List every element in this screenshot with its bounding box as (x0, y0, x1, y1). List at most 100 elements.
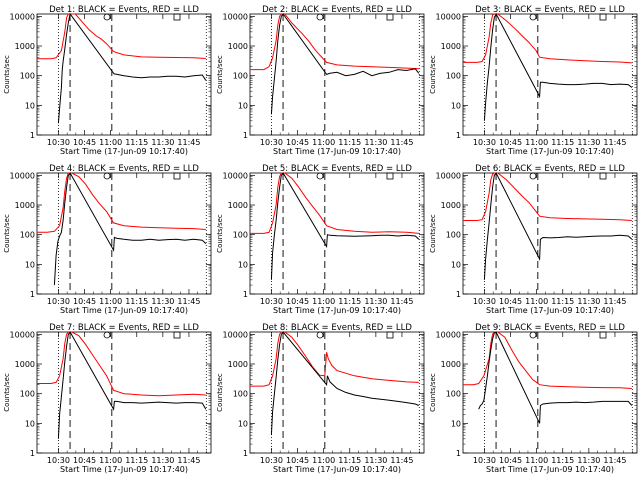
x-tick-label: 11:00 (99, 456, 122, 465)
series-line-lld (37, 172, 206, 233)
series-line-lld (463, 331, 632, 389)
x-tick-label: 10:30 (473, 456, 496, 465)
y-tick-label: 1000 (228, 42, 248, 51)
circle-marker (529, 331, 537, 339)
x-tick-label: 11:45 (177, 138, 200, 147)
x-tick-label: 11:00 (525, 138, 548, 147)
x-tick-label: 11:45 (390, 297, 413, 306)
x-tick-label: 11:00 (312, 138, 335, 147)
plot-frame (249, 172, 425, 295)
x-tick-label: 11:30 (364, 456, 387, 465)
series-line-lld (250, 13, 419, 71)
y-tick-label: 10 (451, 419, 461, 428)
x-axis-label: Start Time (17-Jun-09 10:17:40) (60, 465, 188, 474)
series-line-lld (250, 172, 419, 234)
y-tick-label: 10000 (223, 171, 248, 180)
circle-marker (529, 172, 537, 180)
x-tick-label: 11:30 (151, 297, 174, 306)
y-tick-label: 1000 (441, 201, 461, 210)
y-tick-label: 10 (25, 260, 35, 269)
square-marker (599, 13, 607, 21)
x-tick-label: 11:15 (338, 138, 361, 147)
x-tick-label: 11:30 (151, 456, 174, 465)
series-line-events (483, 12, 633, 121)
detector-panel-6: 1 10 100 1000 10000 10:30 10:45 11:00 11:15 11:30… (429, 164, 638, 315)
series-line-lld (463, 172, 632, 221)
x-tick-label: 11:15 (551, 138, 574, 147)
x-tick-label: 10:30 (473, 297, 496, 306)
x-tick-label: 11:45 (603, 138, 626, 147)
x-axis-label: Start Time (17-Jun-09 10:17:40) (486, 306, 614, 315)
panel-title: Det 7: BLACK = Events, RED = LLD (49, 323, 199, 333)
x-tick-label: 10:45 (499, 138, 522, 147)
y-tick-label: 10000 (10, 171, 35, 180)
plot-frame (462, 331, 638, 454)
circle-marker (103, 331, 111, 339)
x-tick-label: 11:30 (577, 138, 600, 147)
x-axis-label: Start Time (17-Jun-09 10:17:40) (60, 147, 188, 156)
y-tick-label: 1000 (441, 42, 461, 51)
detector-panel-5: 1 10 100 1000 10000 10:30 10:45 11:00 11:15 11:30… (216, 164, 425, 315)
plot-frame (249, 13, 425, 136)
square-marker (386, 172, 394, 180)
panel-title: Det 3: BLACK = Events, RED = LLD (475, 5, 625, 15)
y-axis-label: Counts/sec (3, 214, 11, 253)
y-tick-label: 1 (30, 449, 35, 458)
y-tick-label: 1 (30, 131, 35, 140)
x-tick-label: 11:00 (99, 297, 122, 306)
x-axis-label: Start Time (17-Jun-09 10:17:40) (273, 147, 401, 156)
x-tick-label: 10:45 (73, 456, 96, 465)
series-line-events (270, 172, 420, 280)
y-tick-label: 100 (446, 231, 461, 240)
y-tick-label: 10 (451, 101, 461, 110)
y-tick-label: 1000 (228, 201, 248, 210)
panel-title: Det 1: BLACK = Events, RED = LLD (49, 5, 199, 15)
y-tick-label: 10 (451, 260, 461, 269)
x-tick-label: 11:45 (603, 297, 626, 306)
y-tick-label: 10 (238, 101, 248, 110)
x-tick-label: 11:45 (390, 138, 413, 147)
x-tick-label: 10:30 (260, 297, 283, 306)
x-tick-label: 10:45 (73, 138, 96, 147)
panel-title: Det 2: BLACK = Events, RED = LLD (262, 5, 412, 15)
x-tick-label: 11:45 (177, 297, 200, 306)
series-line-events (53, 172, 207, 286)
y-tick-label: 10000 (10, 330, 35, 339)
plot-frame (249, 331, 425, 454)
y-tick-label: 1 (243, 449, 248, 458)
y-axis-label: Counts/sec (3, 373, 11, 412)
x-tick-label: 11:15 (338, 456, 361, 465)
x-tick-label: 10:45 (286, 138, 309, 147)
panel-title: Det 9: BLACK = Events, RED = LLD (475, 323, 625, 333)
y-axis-label: Counts/sec (3, 55, 11, 94)
panel-title: Det 6: BLACK = Events, RED = LLD (475, 164, 625, 174)
x-tick-label: 10:45 (499, 297, 522, 306)
x-tick-label: 11:15 (125, 456, 148, 465)
series-line-lld (463, 13, 632, 64)
x-tick-label: 10:45 (286, 456, 309, 465)
x-tick-label: 11:15 (551, 297, 574, 306)
detector-panel-7: 1 10 100 1000 10000 10:30 10:45 11:00 11:15 11:30… (3, 323, 212, 474)
y-tick-label: 1000 (15, 42, 35, 51)
x-tick-label: 10:30 (260, 138, 283, 147)
y-tick-label: 10000 (223, 12, 248, 21)
y-tick-label: 1 (456, 131, 461, 140)
y-tick-label: 100 (20, 231, 35, 240)
y-tick-label: 10000 (436, 330, 461, 339)
detector-panel-4: 1 10 100 1000 10000 10:30 10:45 11:00 11:15 11:30… (3, 164, 212, 315)
x-axis-label: Start Time (17-Jun-09 10:17:40) (273, 465, 401, 474)
square-marker (386, 331, 394, 339)
square-marker (599, 331, 607, 339)
y-axis-label: Counts/sec (216, 214, 224, 253)
x-tick-label: 10:30 (473, 138, 496, 147)
x-tick-label: 10:30 (47, 456, 70, 465)
x-tick-label: 11:30 (364, 297, 387, 306)
circle-marker (316, 331, 324, 339)
y-tick-label: 10000 (10, 12, 35, 21)
series-line-events (270, 331, 419, 436)
x-tick-label: 11:15 (125, 138, 148, 147)
y-tick-label: 1000 (441, 360, 461, 369)
square-marker (599, 172, 607, 180)
series-line-lld (250, 331, 419, 387)
